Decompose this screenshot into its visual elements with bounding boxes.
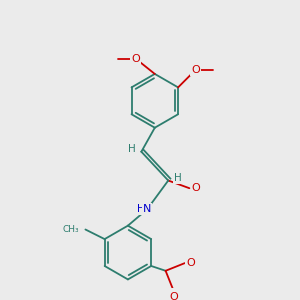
Text: O: O <box>186 258 195 268</box>
Text: O: O <box>169 292 178 300</box>
Text: H: H <box>174 172 182 183</box>
Text: O: O <box>131 54 140 64</box>
Text: H: H <box>136 204 144 214</box>
Text: N: N <box>143 204 151 214</box>
Text: H: H <box>128 144 136 154</box>
Text: CH₃: CH₃ <box>62 225 79 234</box>
Text: O: O <box>191 65 200 75</box>
Text: O: O <box>192 183 200 193</box>
